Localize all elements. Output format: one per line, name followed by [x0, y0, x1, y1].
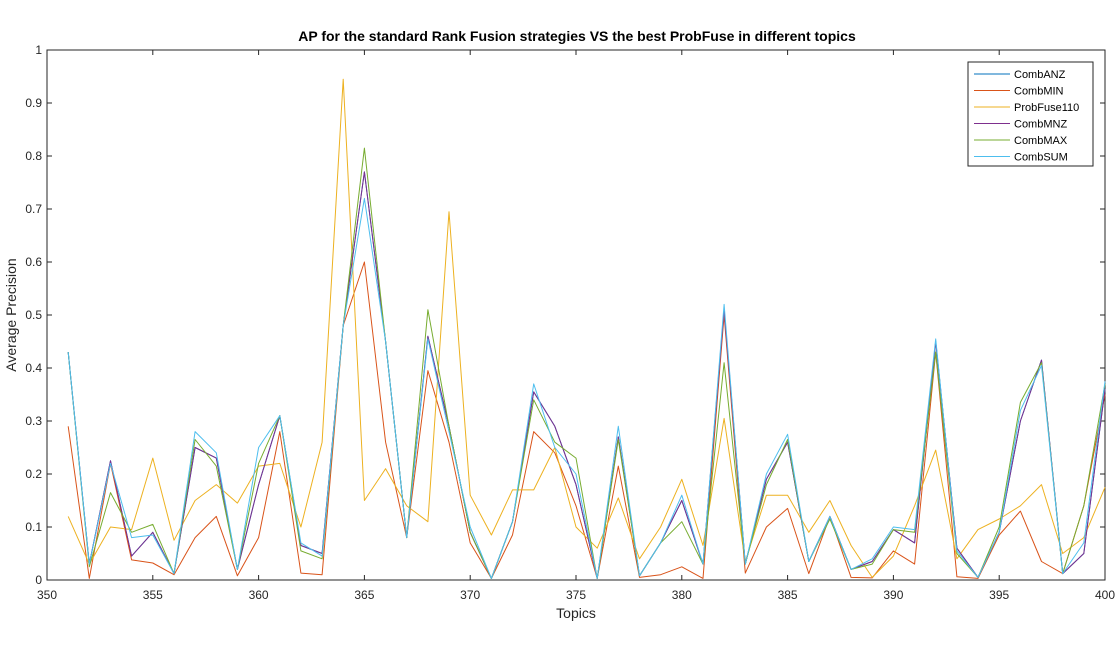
x-tick-label: 390	[883, 588, 903, 602]
y-tick-label: 0.9	[25, 96, 42, 110]
legend-label-combanz: CombANZ	[1014, 69, 1066, 81]
series-line-combsum	[67, 197, 1106, 579]
y-tick-label: 0	[35, 573, 42, 587]
y-tick-label: 0.7	[25, 202, 42, 216]
y-tick-label: 0.1	[25, 520, 42, 534]
x-tick-label: 385	[778, 588, 798, 602]
x-tick-label: 355	[143, 588, 163, 602]
legend-label-probfuse110: ProbFuse110	[1014, 102, 1079, 114]
x-tick-label: 360	[249, 588, 269, 602]
x-tick-label: 380	[672, 588, 692, 602]
x-tick-label: 365	[354, 588, 374, 602]
y-tick-label: 0.3	[25, 414, 42, 428]
series-line-probfuse110	[67, 78, 1106, 578]
plot-area	[46, 49, 1106, 581]
y-tick-label: 0.5	[25, 308, 42, 322]
y-tick-label: 0.4	[25, 361, 42, 375]
y-tick-label: 0.8	[25, 149, 42, 163]
y-tick-label: 0.6	[25, 255, 42, 269]
x-axis-ticks: 350 355 360 365 370 375 380 385 390 395 400	[37, 50, 1115, 602]
x-tick-label: 375	[566, 588, 586, 602]
x-tick-label: 370	[460, 588, 480, 602]
y-tick-label: 0.2	[25, 467, 42, 481]
chart-title: AP for the standard Rank Fusion strategi…	[298, 28, 856, 44]
y-tick-label: 1	[35, 43, 42, 57]
legend-label-combmin: CombMIN	[1014, 86, 1064, 98]
legend-label-combsum: CombSUM	[1014, 152, 1068, 164]
x-axis-label: Topics	[556, 605, 596, 621]
series-lines	[67, 78, 1106, 579]
x-tick-label: 395	[989, 588, 1009, 602]
legend-label-combmnz: CombMNZ	[1014, 119, 1067, 131]
legend-box	[967, 61, 1094, 167]
series-line-combmin	[67, 261, 1106, 579]
y-axis-label: Average Precision	[3, 258, 19, 371]
x-tick-label: 400	[1095, 588, 1115, 602]
legend-label-combmax: CombMAX	[1014, 135, 1068, 147]
y-axis-ticks: 0 0.1 0.2 0.3 0.4 0.5 0.6 0.7 0.8 0.9 1	[25, 43, 1105, 587]
x-tick-label: 350	[37, 588, 57, 602]
legend: CombANZ CombMIN ProbFuse110 CombMNZ CombMAX C…	[967, 61, 1094, 167]
